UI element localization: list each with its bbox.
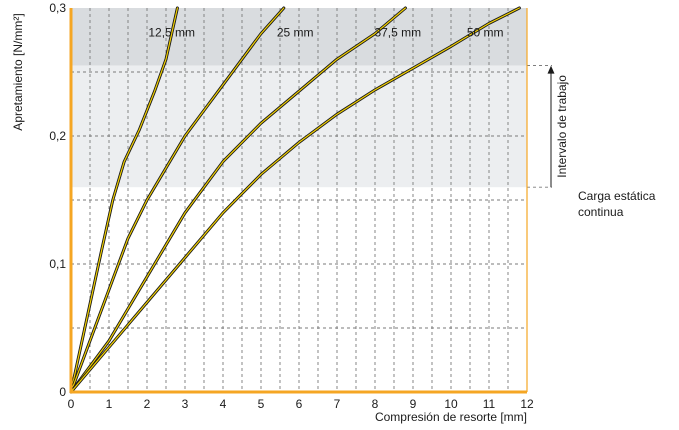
curve-2 xyxy=(70,7,406,393)
series-label-1: 25 mm xyxy=(277,25,314,39)
x-tick-label: 2 xyxy=(144,397,151,411)
static-load-label-line1: Carga estática xyxy=(578,189,656,203)
curves xyxy=(69,6,521,394)
working-range-annotation: Intervalo de trabajo xyxy=(547,65,569,188)
working-range-arrow-head xyxy=(547,65,555,74)
y-tick-label: 0,2 xyxy=(49,129,66,143)
series-label-2: 37,5 mm xyxy=(374,25,421,39)
curve-3 xyxy=(70,7,521,393)
x-tick-label: 8 xyxy=(372,397,379,411)
grid-lines xyxy=(71,8,552,392)
y-tick-labels: 0 0,1 0,2 0,3 xyxy=(49,1,66,399)
curve-1 xyxy=(70,7,285,393)
y-tick-label: 0,1 xyxy=(49,257,66,271)
curve-0 xyxy=(70,7,178,393)
x-tick-label: 4 xyxy=(220,397,227,411)
x-tick-label: 0 xyxy=(68,397,75,411)
x-tick-label: 11 xyxy=(483,397,496,411)
x-tick-label: 9 xyxy=(410,397,417,411)
series-label-0: 12,5 mm xyxy=(148,25,195,39)
x-tick-label: 10 xyxy=(444,397,458,411)
working-range-label: Intervalo de trabajo xyxy=(555,75,569,178)
x-tick-label: 6 xyxy=(296,397,303,411)
x-tick-label: 12 xyxy=(520,397,534,411)
static-load-label-line2: continua xyxy=(578,205,624,219)
x-tick-label: 1 xyxy=(106,397,113,411)
x-tick-label: 3 xyxy=(182,397,189,411)
y-axis-title: Apretamiento [N/mm²] xyxy=(11,13,25,130)
x-axis-title: Compresión de resorte [mm] xyxy=(375,410,527,424)
x-tick-labels: 0 1 2 3 4 5 6 7 8 9 10 11 12 xyxy=(68,397,534,411)
series-label-3: 50 mm xyxy=(467,25,504,39)
y-tick-label: 0 xyxy=(59,385,66,399)
x-tick-label: 5 xyxy=(258,397,265,411)
y-tick-label: 0,3 xyxy=(49,1,66,15)
axes xyxy=(69,8,528,394)
series-labels: 12,5 mm 25 mm 37,5 mm 50 mm xyxy=(148,25,503,39)
x-tick-label: 7 xyxy=(334,397,341,411)
